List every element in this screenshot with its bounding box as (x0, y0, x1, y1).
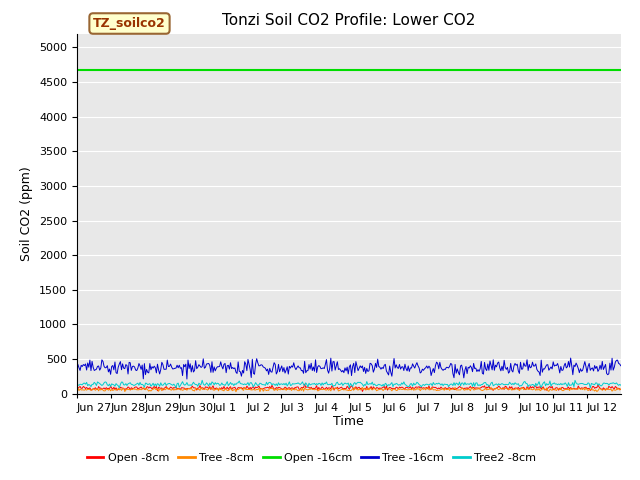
Open -16cm (335, 67, 342, 72)
Tree -8cm (336, 388, 344, 394)
Open -16cm (604, 67, 612, 72)
Tree -8cm (232, 389, 240, 395)
Open -8cm (617, 386, 625, 392)
Text: TZ_soilco2: TZ_soilco2 (93, 17, 166, 30)
Open -16cm (397, 67, 404, 72)
Y-axis label: Soil CO2 (ppm): Soil CO2 (ppm) (20, 166, 33, 261)
Line: Tree -16cm: Tree -16cm (77, 358, 621, 379)
Line: Tree -8cm: Tree -8cm (77, 387, 621, 392)
Tree2 -8cm (73, 381, 81, 386)
Tree -16cm (520, 360, 527, 366)
Tree -8cm (617, 386, 625, 392)
Open -8cm (606, 384, 614, 390)
Open -8cm (521, 386, 529, 392)
Open -8cm (399, 384, 406, 390)
Open -8cm (358, 388, 366, 394)
Tree -16cm (606, 360, 614, 366)
Open -16cm (73, 67, 81, 72)
Tree2 -8cm (332, 380, 340, 386)
Tree2 -8cm (398, 380, 406, 386)
Tree2 -8cm (369, 379, 376, 385)
Tree -16cm (73, 360, 81, 366)
Tree -16cm (617, 363, 625, 369)
Open -8cm (336, 385, 344, 391)
Line: Open -8cm: Open -8cm (77, 384, 621, 391)
Tree -16cm (369, 363, 376, 369)
Tree -16cm (398, 364, 406, 370)
Tree -8cm (606, 386, 614, 392)
Tree2 -8cm (336, 382, 344, 387)
Title: Tonzi Soil CO2 Profile: Lower CO2: Tonzi Soil CO2 Profile: Lower CO2 (222, 13, 476, 28)
Tree2 -8cm (520, 379, 527, 385)
Tree2 -8cm (617, 382, 625, 388)
Tree -16cm (183, 376, 191, 382)
Tree2 -8cm (586, 385, 594, 391)
Open -8cm (301, 381, 308, 387)
X-axis label: Time: Time (333, 415, 364, 429)
Tree -16cm (567, 355, 575, 361)
Tree -16cm (336, 366, 344, 372)
Tree -8cm (521, 386, 529, 392)
Tree -8cm (332, 385, 340, 391)
Tree -8cm (369, 386, 377, 392)
Open -16cm (617, 67, 625, 72)
Tree -8cm (73, 386, 81, 392)
Open -16cm (332, 67, 339, 72)
Tree2 -8cm (198, 377, 206, 383)
Tree2 -8cm (606, 381, 614, 386)
Tree -8cm (399, 386, 406, 392)
Line: Tree2 -8cm: Tree2 -8cm (77, 380, 621, 388)
Open -8cm (369, 384, 377, 390)
Legend: Open -8cm, Tree -8cm, Open -16cm, Tree -16cm, Tree2 -8cm: Open -8cm, Tree -8cm, Open -16cm, Tree -… (83, 448, 541, 467)
Tree -8cm (351, 384, 358, 390)
Open -8cm (73, 384, 81, 390)
Open -8cm (332, 386, 340, 392)
Open -16cm (519, 67, 527, 72)
Open -16cm (367, 67, 375, 72)
Tree -16cm (332, 363, 340, 369)
